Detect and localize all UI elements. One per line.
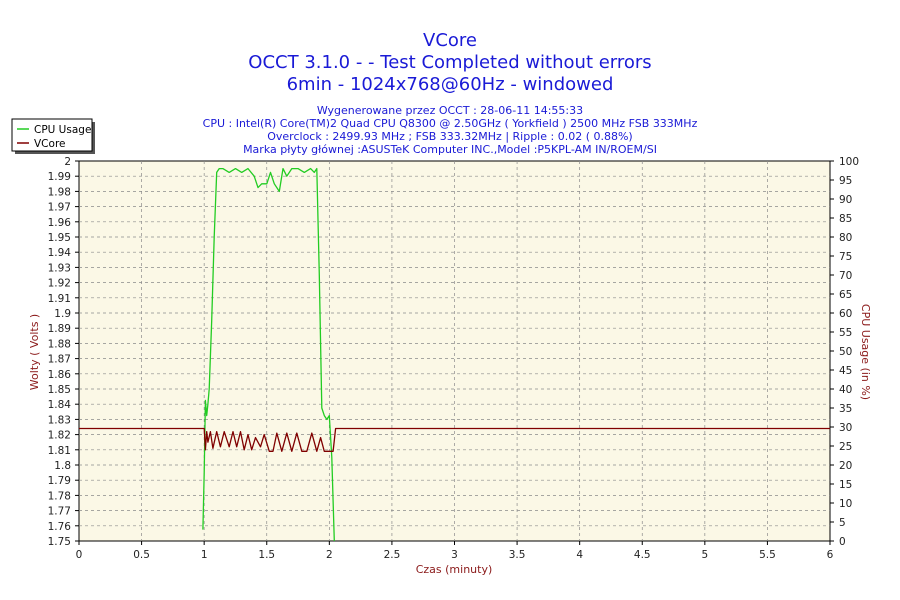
x-tick-label: 5: [701, 549, 708, 561]
y-axis-ticks-left: 1.75 1.76 1.77 1.78 1.79 1.8 1.81 1.82 1.83 1.84 1…: [48, 156, 79, 548]
legend-box: [11, 118, 93, 152]
y-tick-label: 1.75: [48, 536, 71, 548]
y2-tick-label: 0: [839, 536, 846, 548]
y-tick-label: 1.8: [54, 460, 71, 472]
y2-tick-label: 20: [839, 460, 852, 472]
y-tick-label: 1.86: [48, 369, 72, 381]
y-tick-label: 1.96: [48, 217, 72, 229]
x-tick-label: 2: [326, 549, 333, 561]
y2-tick-label: 40: [839, 384, 852, 396]
info-generated: Wygenerowane przez OCCT : 28-06-11 14:55…: [317, 104, 583, 117]
y2-tick-label: 70: [839, 270, 852, 282]
info-cpu: CPU : Intel(R) Core(TM)2 Quad CPU Q8300 …: [203, 117, 698, 130]
y-tick-label: 1.93: [48, 262, 71, 274]
y-tick-label: 1.85: [48, 384, 71, 396]
y2-tick-label: 85: [839, 213, 852, 225]
y2-tick-label: 95: [839, 175, 852, 187]
y2-tick-label: 100: [839, 156, 859, 168]
y2-tick-label: 90: [839, 194, 852, 206]
y2-tick-label: 55: [839, 327, 852, 339]
y-tick-label: 1.89: [48, 323, 71, 335]
x-tick-label: 0: [76, 549, 83, 561]
y-tick-label: 1.98: [48, 186, 71, 198]
x-tick-label: 4: [576, 549, 583, 561]
x-tick-label: 5.5: [759, 549, 776, 561]
x-tick-label: 3.5: [509, 549, 526, 561]
legend-label-cpu-usage: CPU Usage: [34, 124, 91, 136]
y2-tick-label: 25: [839, 441, 852, 453]
legend: CPU Usage VCore: [11, 118, 95, 154]
y2-tick-label: 15: [839, 479, 852, 491]
x-tick-label: 1: [201, 549, 208, 561]
y-tick-label: 1.92: [48, 278, 71, 290]
y2-tick-label: 10: [839, 498, 852, 510]
y-tick-label: 1.97: [48, 202, 71, 214]
y-axis-label-right: CPU Usage (in %): [859, 304, 872, 400]
y-tick-label: 1.82: [48, 430, 71, 442]
series-line-cpu-usage: [202, 167, 335, 542]
chart-titles: VCore OCCT 3.1.0 - - Test Completed with…: [203, 30, 698, 156]
x-tick-label: 2.5: [384, 549, 401, 561]
chart-subtitle-test: OCCT 3.1.0 - - Test Completed without er…: [248, 52, 651, 73]
y-tick-label: 1.94: [48, 247, 72, 259]
y2-tick-label: 5: [839, 517, 846, 529]
y2-tick-label: 60: [839, 308, 852, 320]
series-line-vcore: [79, 427, 830, 452]
y-axis-ticks-right: 0 5 10 15 20 25 30 35 40 45 50 55 60 65 70 75 80 85 90 95 10…: [830, 156, 859, 548]
y-tick-label: 1.9: [54, 308, 71, 320]
y-axis-label-left: Wolty ( Volts ): [28, 314, 41, 390]
y2-tick-label: 65: [839, 289, 852, 301]
grid-lines: [79, 161, 830, 541]
chart-subtitle-mode: 6min - 1024x768@60Hz - windowed: [287, 74, 614, 95]
chart-title: VCore: [423, 30, 477, 51]
y2-tick-label: 45: [839, 365, 852, 377]
x-axis-label: Czas (minuty): [416, 563, 493, 576]
y-tick-label: 1.78: [48, 490, 71, 502]
y-tick-label: 1.88: [48, 338, 71, 350]
y2-tick-label: 50: [839, 346, 852, 358]
x-tick-label: 1.5: [258, 549, 275, 561]
y-tick-label: 1.76: [48, 521, 72, 533]
legend-label-vcore: VCore: [34, 138, 66, 150]
y-tick-label: 1.87: [48, 354, 71, 366]
y-tick-label: 1.99: [48, 171, 71, 183]
y-tick-label: 1.91: [48, 293, 71, 305]
y-tick-label: 1.79: [48, 475, 71, 487]
y-tick-label: 1.95: [48, 232, 71, 244]
info-overclock: Overclock : 2499.93 MHz ; FSB 333.32MHz …: [267, 130, 632, 143]
y2-tick-label: 80: [839, 232, 852, 244]
y-tick-label: 1.83: [48, 414, 71, 426]
x-tick-label: 0.5: [133, 549, 150, 561]
series-layer: [79, 167, 830, 542]
y-tick-label: 2: [64, 156, 71, 168]
x-tick-label: 6: [827, 549, 834, 561]
y-tick-label: 1.77: [48, 506, 71, 518]
x-tick-label: 4.5: [634, 549, 651, 561]
x-tick-label: 3: [451, 549, 458, 561]
y2-tick-label: 75: [839, 251, 852, 263]
y2-tick-label: 30: [839, 422, 852, 434]
y-tick-label: 1.84: [48, 399, 72, 411]
x-axis-ticks: 0 0.5 1 1.5 2 2.5 3 3.5 4 4.5 5 5.5 6: [76, 541, 834, 561]
y-tick-label: 1.81: [48, 445, 71, 457]
info-motherboard: Marka płyty głównej :ASUSTeK Computer IN…: [243, 143, 657, 156]
y2-tick-label: 35: [839, 403, 852, 415]
